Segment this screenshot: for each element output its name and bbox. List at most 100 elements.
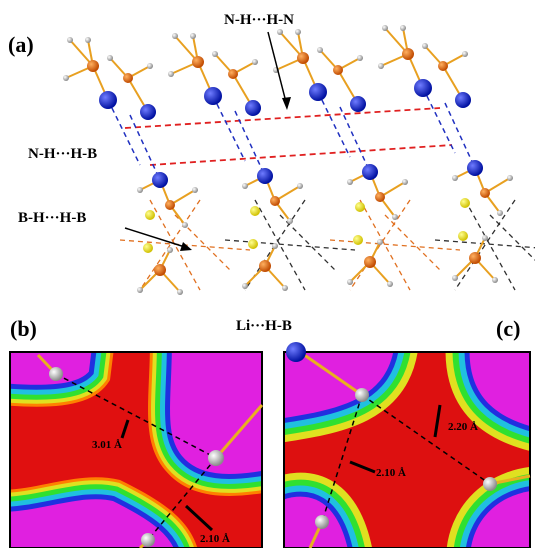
atom bbox=[242, 183, 248, 189]
distance-label: 2.10 Å bbox=[200, 533, 230, 545]
contact bbox=[108, 100, 140, 165]
atom bbox=[192, 56, 204, 68]
atom bbox=[140, 104, 156, 120]
contact bbox=[445, 103, 475, 168]
atom bbox=[248, 239, 258, 249]
atom bbox=[315, 515, 329, 529]
crystal-structure bbox=[63, 25, 535, 295]
contact bbox=[225, 240, 355, 250]
atom bbox=[167, 247, 173, 253]
atom bbox=[467, 160, 483, 176]
contact bbox=[340, 107, 370, 172]
distance-label: 3.01 Å bbox=[92, 439, 122, 451]
atom bbox=[377, 239, 383, 245]
atom bbox=[317, 47, 323, 53]
atom bbox=[378, 63, 384, 69]
atom bbox=[295, 29, 301, 35]
atom bbox=[165, 200, 175, 210]
atom bbox=[452, 175, 458, 181]
panel-label: (a) bbox=[8, 32, 34, 57]
atom bbox=[168, 71, 174, 77]
atom bbox=[228, 69, 238, 79]
contact bbox=[490, 215, 535, 270]
atom bbox=[297, 183, 303, 189]
atom bbox=[353, 235, 363, 245]
distance-label: 2.20 Å bbox=[448, 421, 478, 433]
atom bbox=[402, 48, 414, 60]
atom bbox=[270, 196, 280, 206]
atom bbox=[482, 235, 488, 241]
atom bbox=[452, 275, 458, 281]
atom bbox=[208, 450, 224, 466]
atom bbox=[204, 87, 222, 105]
atom bbox=[355, 388, 369, 402]
density-map-b bbox=[0, 340, 280, 548]
figure: (a) N-H···H-N N-H···H-B B-H···H-B Li···H… bbox=[0, 0, 535, 548]
atom bbox=[347, 179, 353, 185]
atom bbox=[277, 29, 283, 35]
atom bbox=[252, 59, 258, 65]
annotation: N-H···H-B bbox=[28, 146, 97, 162]
arrowhead bbox=[282, 97, 291, 110]
atom bbox=[242, 283, 248, 289]
atom bbox=[87, 60, 99, 72]
atom bbox=[257, 168, 273, 184]
atom bbox=[182, 222, 188, 228]
panel-label: (b) bbox=[10, 316, 37, 341]
annotation: N-H···H-N bbox=[224, 12, 294, 28]
annotation: Li···H-B bbox=[236, 318, 292, 334]
atom bbox=[483, 477, 497, 491]
atom bbox=[63, 75, 69, 81]
atom bbox=[137, 287, 143, 293]
contact bbox=[150, 145, 452, 165]
page: (a) N-H···H-N N-H···H-B B-H···H-B Li···H… bbox=[0, 0, 535, 548]
atom bbox=[309, 83, 327, 101]
atom bbox=[350, 96, 366, 112]
atom bbox=[364, 256, 376, 268]
atom bbox=[192, 187, 198, 193]
atom bbox=[382, 25, 388, 31]
atom bbox=[438, 61, 448, 71]
atom bbox=[297, 52, 309, 64]
atom bbox=[402, 179, 408, 185]
atom bbox=[458, 231, 468, 241]
atom bbox=[49, 367, 63, 381]
atom bbox=[282, 285, 288, 291]
atom bbox=[259, 260, 271, 272]
atom bbox=[141, 533, 155, 547]
atom bbox=[177, 289, 183, 295]
annotation: B-H···H-B bbox=[18, 210, 86, 226]
atom bbox=[455, 92, 471, 108]
atom bbox=[400, 25, 406, 31]
atom bbox=[355, 202, 365, 212]
atom bbox=[99, 91, 117, 109]
contact bbox=[330, 240, 460, 250]
atom bbox=[190, 33, 196, 39]
atom bbox=[245, 100, 261, 116]
atom bbox=[387, 281, 393, 287]
atom bbox=[362, 164, 378, 180]
atom bbox=[212, 51, 218, 57]
atom bbox=[492, 277, 498, 283]
atom bbox=[497, 210, 503, 216]
atom bbox=[462, 51, 468, 57]
contact bbox=[125, 108, 440, 128]
contact bbox=[385, 215, 440, 270]
atom bbox=[460, 198, 470, 208]
atom bbox=[172, 33, 178, 39]
contact bbox=[318, 92, 350, 157]
distance-label: 2.10 Å bbox=[376, 467, 406, 479]
atom bbox=[375, 192, 385, 202]
atom bbox=[480, 188, 490, 198]
atom bbox=[143, 243, 153, 253]
atom bbox=[152, 172, 168, 188]
arrowhead bbox=[180, 242, 192, 251]
atom bbox=[107, 55, 113, 61]
atom bbox=[154, 264, 166, 276]
atom bbox=[145, 210, 155, 220]
contact bbox=[455, 200, 515, 290]
atom bbox=[507, 175, 513, 181]
contact bbox=[423, 88, 455, 153]
atom bbox=[272, 243, 278, 249]
atom bbox=[357, 55, 363, 61]
